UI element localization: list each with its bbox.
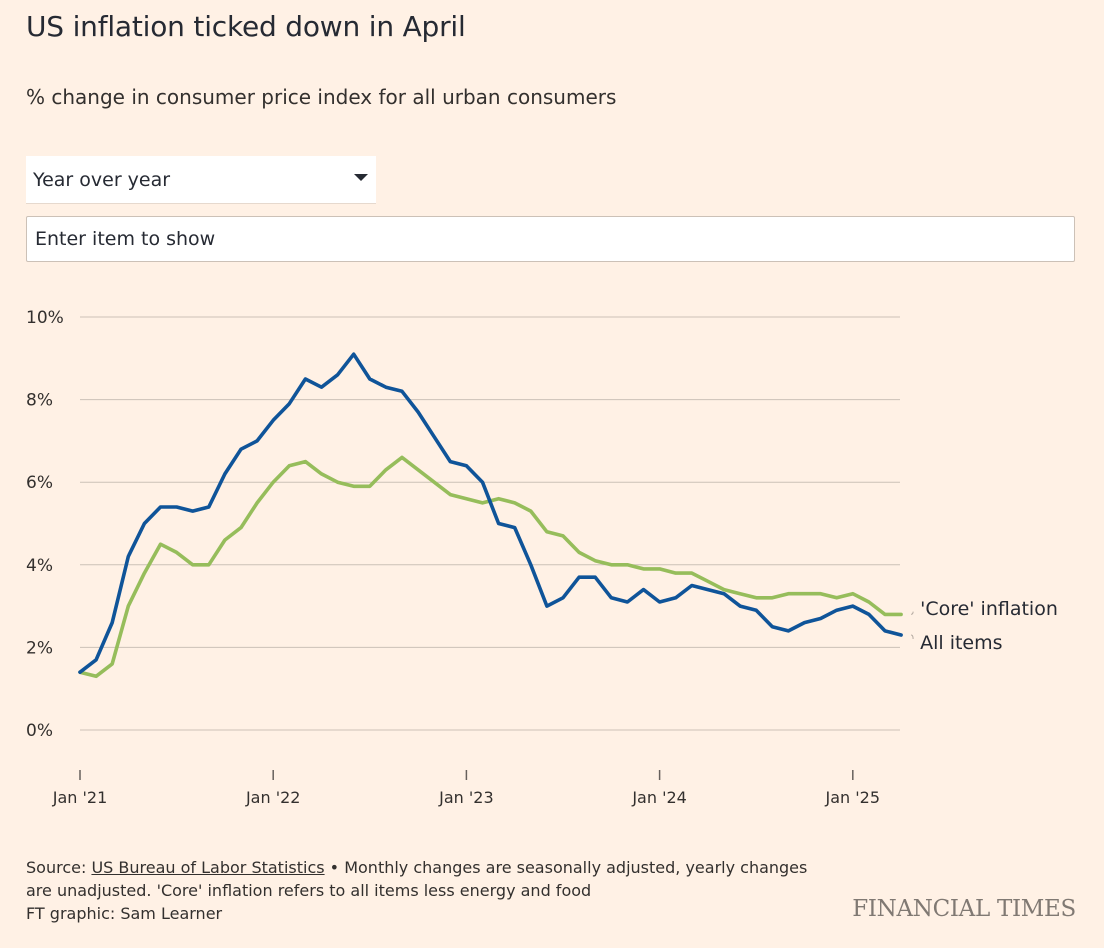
inflation-line-chart: 0% 2% 4% 6% 8% 10% Jan '21 Jan '22 Jan '23 Jan '2… bbox=[26, 308, 1058, 807]
y-tick-label: 8% bbox=[26, 391, 53, 411]
graphic-credit: FT graphic: Sam Learner bbox=[26, 904, 223, 923]
y-tick-label: 6% bbox=[26, 473, 53, 493]
label-connector bbox=[911, 611, 914, 615]
source-link[interactable]: US Bureau of Labor Statistics bbox=[91, 858, 325, 877]
series-line-core bbox=[78, 455, 903, 679]
chart-title: US inflation ticked down in April bbox=[26, 10, 466, 43]
x-tick-label: Jan '25 bbox=[825, 788, 881, 807]
x-tick-label: Jan '22 bbox=[245, 788, 301, 807]
source-note: • Monthly changes are seasonally adjuste… bbox=[26, 858, 808, 900]
chevron-down-icon bbox=[354, 174, 368, 181]
period-dropdown-value: Year over year bbox=[33, 169, 171, 191]
series-label-core: 'Core' inflation bbox=[920, 598, 1058, 620]
financial-times-logo: FINANCIAL TIMES bbox=[852, 896, 1076, 922]
chart-footer: Source: US Bureau of Labor Statistics • … bbox=[26, 856, 826, 925]
series-label-all-items: All items bbox=[920, 632, 1002, 654]
y-tick-label: 10% bbox=[26, 308, 64, 328]
chart-subtitle: % change in consumer price index for all… bbox=[26, 85, 617, 109]
label-connector bbox=[911, 634, 914, 640]
item-search-input[interactable] bbox=[26, 216, 1075, 262]
x-tick-label: Jan '21 bbox=[52, 788, 108, 807]
period-dropdown[interactable]: Year over year bbox=[26, 156, 376, 204]
source-prefix: Source: bbox=[26, 858, 92, 877]
y-tick-label: 0% bbox=[26, 721, 53, 741]
y-tick-label: 2% bbox=[26, 638, 53, 658]
series-line-all-items bbox=[78, 352, 903, 675]
y-tick-label: 4% bbox=[26, 556, 53, 576]
x-tick-label: Jan '23 bbox=[438, 788, 494, 807]
x-tick-label: Jan '24 bbox=[631, 788, 687, 807]
